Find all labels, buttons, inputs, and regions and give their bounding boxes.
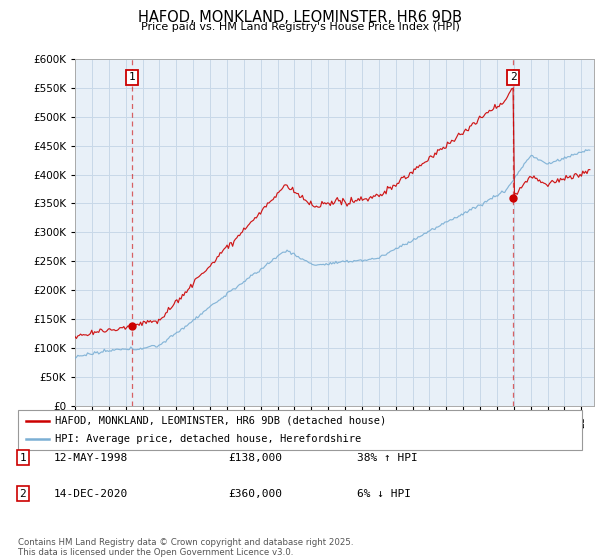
Text: Contains HM Land Registry data © Crown copyright and database right 2025.
This d: Contains HM Land Registry data © Crown c… bbox=[18, 538, 353, 557]
Text: 2: 2 bbox=[510, 72, 517, 82]
FancyBboxPatch shape bbox=[18, 410, 582, 450]
Text: 1: 1 bbox=[128, 72, 135, 82]
Text: 2: 2 bbox=[19, 489, 26, 499]
Text: HAFOD, MONKLAND, LEOMINSTER, HR6 9DB (detached house): HAFOD, MONKLAND, LEOMINSTER, HR6 9DB (de… bbox=[55, 416, 386, 426]
Text: HAFOD, MONKLAND, LEOMINSTER, HR6 9DB: HAFOD, MONKLAND, LEOMINSTER, HR6 9DB bbox=[138, 10, 462, 25]
Text: £138,000: £138,000 bbox=[228, 452, 282, 463]
Text: Price paid vs. HM Land Registry's House Price Index (HPI): Price paid vs. HM Land Registry's House … bbox=[140, 22, 460, 32]
Text: 12-MAY-1998: 12-MAY-1998 bbox=[54, 452, 128, 463]
Text: 1: 1 bbox=[19, 452, 26, 463]
Text: HPI: Average price, detached house, Herefordshire: HPI: Average price, detached house, Here… bbox=[55, 435, 361, 444]
Text: 38% ↑ HPI: 38% ↑ HPI bbox=[357, 452, 418, 463]
Text: 14-DEC-2020: 14-DEC-2020 bbox=[54, 489, 128, 499]
Text: £360,000: £360,000 bbox=[228, 489, 282, 499]
Text: 6% ↓ HPI: 6% ↓ HPI bbox=[357, 489, 411, 499]
